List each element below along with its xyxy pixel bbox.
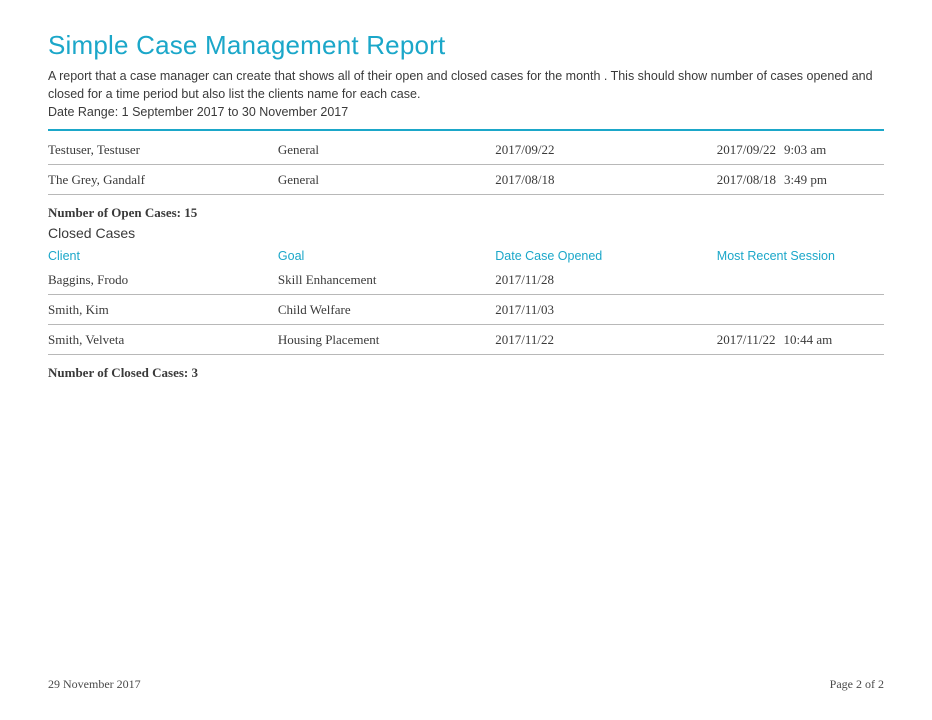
cell-goal: General — [278, 165, 495, 195]
closed-cases-table: Client Goal Date Case Opened Most Recent… — [48, 245, 884, 355]
cell-goal: Skill Enhancement — [278, 265, 495, 295]
report-page: Simple Case Management Report A report t… — [0, 0, 932, 720]
cell-session — [717, 265, 884, 295]
table-row: Smith, Velveta Housing Placement 2017/11… — [48, 325, 884, 355]
cell-opened: 2017/11/28 — [495, 265, 717, 295]
table-row: Baggins, Frodo Skill Enhancement 2017/11… — [48, 265, 884, 295]
cell-client: The Grey, Gandalf — [48, 165, 278, 195]
footer-date: 29 November 2017 — [48, 677, 141, 692]
table-row: Testuser, Testuser General 2017/09/22 20… — [48, 135, 884, 165]
cell-session: 2017/09/229:03 am — [717, 135, 884, 165]
cell-opened: 2017/08/18 — [495, 165, 717, 195]
cell-goal: Child Welfare — [278, 295, 495, 325]
col-goal: Goal — [278, 245, 495, 265]
cell-client: Smith, Velveta — [48, 325, 278, 355]
report-title: Simple Case Management Report — [48, 30, 884, 61]
closed-cases-heading: Closed Cases — [48, 221, 884, 241]
cell-session: 2017/08/183:49 pm — [717, 165, 884, 195]
cell-goal: General — [278, 135, 495, 165]
top-divider — [48, 129, 884, 131]
cell-session: 2017/11/2210:44 am — [717, 325, 884, 355]
cell-opened: 2017/09/22 — [495, 135, 717, 165]
col-client: Client — [48, 245, 278, 265]
cell-goal: Housing Placement — [278, 325, 495, 355]
table-row: Smith, Kim Child Welfare 2017/11/03 — [48, 295, 884, 325]
open-cases-tail-table: Testuser, Testuser General 2017/09/22 20… — [48, 135, 884, 195]
report-description: A report that a case manager can create … — [48, 67, 878, 103]
cell-opened: 2017/11/22 — [495, 325, 717, 355]
closed-cases-summary: Number of Closed Cases: 3 — [48, 355, 884, 381]
col-session: Most Recent Session — [717, 245, 884, 265]
cell-session — [717, 295, 884, 325]
col-opened: Date Case Opened — [495, 245, 717, 265]
footer-page: Page 2 of 2 — [830, 677, 884, 692]
cell-opened: 2017/11/03 — [495, 295, 717, 325]
table-header-row: Client Goal Date Case Opened Most Recent… — [48, 245, 884, 265]
open-cases-summary: Number of Open Cases: 15 — [48, 195, 884, 221]
cell-client: Smith, Kim — [48, 295, 278, 325]
page-footer: 29 November 2017 Page 2 of 2 — [48, 677, 884, 692]
table-row: The Grey, Gandalf General 2017/08/18 201… — [48, 165, 884, 195]
report-date-range: Date Range: 1 September 2017 to 30 Novem… — [48, 105, 884, 119]
cell-client: Baggins, Frodo — [48, 265, 278, 295]
cell-client: Testuser, Testuser — [48, 135, 278, 165]
